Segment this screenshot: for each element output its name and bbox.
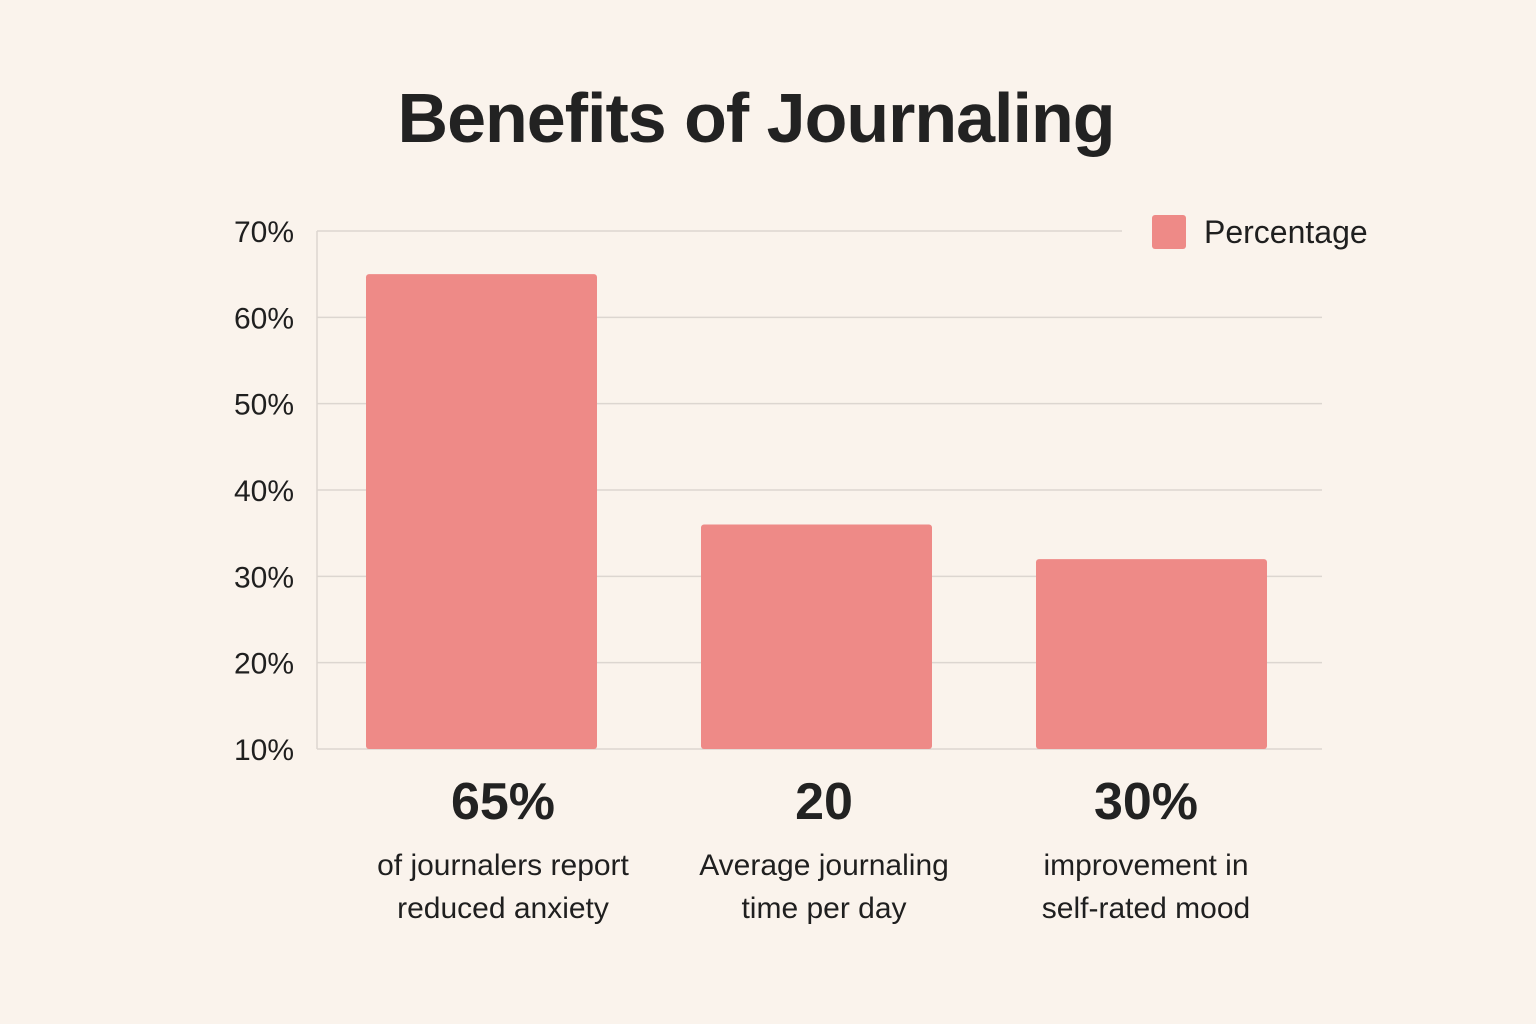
stat-anxiety: 65% of journalers report reduced anxiety bbox=[323, 772, 683, 930]
stat-value: 30% bbox=[1093, 773, 1199, 831]
stat-value: 20 bbox=[795, 773, 853, 831]
chart-title: Benefits of Journaling bbox=[397, 79, 1116, 157]
stat-desc-line: of journalers report bbox=[377, 849, 629, 882]
y-tick-label: 50% bbox=[234, 389, 294, 422]
stat-mood: 30% improvement in self-rated mood bbox=[966, 772, 1326, 930]
stat-desc-line: Average journaling bbox=[699, 849, 949, 882]
legend-label-percentage: Percentage bbox=[1204, 213, 1368, 250]
legend-swatch-percentage bbox=[1152, 215, 1186, 249]
stat-description: Average journaling time per day bbox=[644, 844, 1004, 930]
stat-desc-line: time per day bbox=[741, 892, 907, 925]
stat-desc-line: self-rated mood bbox=[1041, 892, 1251, 925]
y-tick-label: 70% bbox=[234, 216, 294, 249]
stat-value: 65% bbox=[450, 773, 556, 831]
y-tick-label: 60% bbox=[234, 302, 294, 335]
y-tick-label: 30% bbox=[234, 561, 294, 594]
y-tick-label: 20% bbox=[234, 648, 294, 681]
y-tick-label: 10% bbox=[234, 734, 294, 767]
y-tick-label: 40% bbox=[234, 475, 294, 508]
stat-desc-line: improvement in bbox=[1043, 849, 1249, 882]
stat-description: improvement in self-rated mood bbox=[966, 844, 1326, 930]
y-axis-ticks: 10% 20% 30% 40% 50% 60% 70% bbox=[234, 216, 294, 767]
bar bbox=[701, 524, 932, 749]
legend: Percentage bbox=[1152, 214, 1368, 250]
stat-desc-line: reduced anxiety bbox=[397, 892, 609, 925]
stat-description: of journalers report reduced anxiety bbox=[323, 844, 683, 930]
bar bbox=[1036, 559, 1267, 749]
bar bbox=[366, 274, 597, 749]
stat-time: 20 Average journaling time per day bbox=[644, 772, 1004, 930]
bars bbox=[366, 274, 1267, 749]
